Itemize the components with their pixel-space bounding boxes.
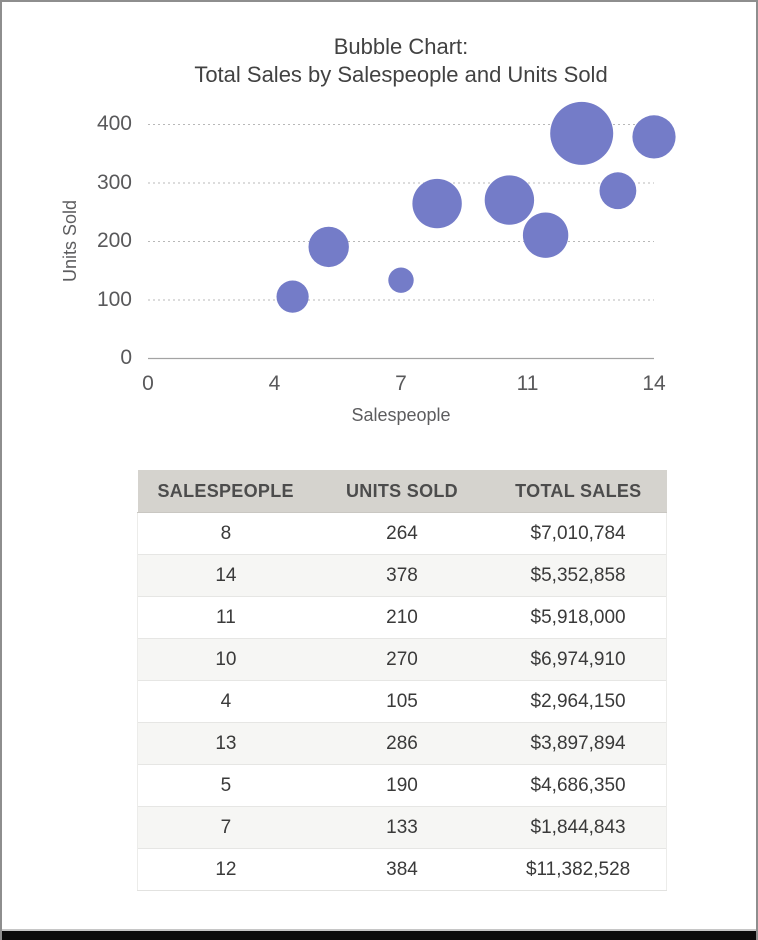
table-header-cell: TOTAL SALES [490, 470, 667, 513]
table-cell: 5 [136, 764, 314, 807]
table-cell: $3,897,894 [490, 722, 668, 765]
sales-data-table: SALESPEOPLE UNITS SOLD TOTAL SALES 8 264 $7,… [136, 470, 668, 891]
table-cell: 264 [313, 512, 491, 555]
bubble [599, 172, 637, 210]
table-cell: 286 [313, 722, 491, 765]
table-cell: 14 [136, 554, 314, 597]
table-row: 4 105 $2,964,150 [136, 680, 668, 723]
table-cell: $5,352,858 [490, 554, 668, 597]
y-tick-label: 300 [96, 170, 132, 194]
bubble [412, 178, 462, 229]
chart-title: Bubble Chart: Total Sales by Salespeople… [148, 33, 654, 89]
table-cell: 11 [136, 596, 314, 639]
table-cell: $5,918,000 [490, 596, 668, 639]
table-cell: 133 [313, 806, 491, 849]
table-cell: 105 [313, 680, 491, 723]
bubble [276, 280, 309, 313]
table-header-cell: UNITS SOLD [313, 470, 491, 513]
x-axis-title: Salespeople [351, 405, 451, 425]
table-cell: 4 [136, 680, 314, 723]
table-row: 10 270 $6,974,910 [136, 638, 668, 681]
x-tick-label: 0 [142, 372, 154, 395]
table-row: 12 384 $11,382,528 [136, 848, 668, 891]
table-row: 5 190 $4,686,350 [136, 764, 668, 807]
table-row: 8 264 $7,010,784 [136, 512, 668, 555]
table-cell: 270 [313, 638, 491, 681]
y-tick-label: 0 [120, 346, 132, 369]
table-cell: $1,844,843 [490, 806, 668, 849]
x-tick-label: 14 [642, 372, 666, 395]
table-cell: 12 [136, 848, 314, 891]
x-tick-label: 11 [516, 372, 539, 395]
table-row: 11 210 $5,918,000 [136, 596, 668, 639]
table-cell: 10 [136, 638, 314, 681]
y-tick-label: 400 [96, 112, 132, 135]
x-tick-label: 7 [395, 372, 407, 395]
table-cell: 7 [136, 806, 314, 849]
chart-title-line-1: Bubble Chart: [333, 34, 469, 59]
table-cell: 210 [313, 596, 491, 639]
x-tick-label: 4 [268, 372, 281, 395]
table-cell: $4,686,350 [490, 764, 668, 807]
table-header-cell: SALESPEOPLE [137, 470, 314, 513]
table-cell: $2,964,150 [490, 680, 668, 723]
chart-title-line-2: Total Sales by Salespeople and Units Sol… [194, 62, 608, 87]
bubble-chart: Bubble Chart: Total Sales by Salespeople… [2, 2, 756, 437]
table-cell: 384 [313, 848, 491, 891]
table-cell: $7,010,784 [490, 512, 668, 555]
table-header: SALESPEOPLE UNITS SOLD TOTAL SALES [137, 470, 667, 513]
table-cell: 13 [136, 722, 314, 765]
frame-bottom-hairline [2, 929, 756, 931]
bubble-chart-canvas [148, 101, 676, 360]
y-tick-label: 200 [96, 229, 132, 252]
table-body: 8 264 $7,010,784 14 378 $5,352,858 11 210 $5,918… [136, 512, 668, 891]
bubble [632, 115, 676, 159]
table-cell: 8 [136, 512, 314, 555]
bubble [522, 212, 569, 258]
table-cell: $11,382,528 [490, 848, 668, 891]
bubble [308, 226, 349, 268]
frame-bottom-bar [2, 931, 756, 940]
y-tick-label: 100 [96, 287, 132, 311]
table-row: 13 286 $3,897,894 [136, 722, 668, 765]
table-row: 7 133 $1,844,843 [136, 806, 668, 849]
bubble [388, 267, 414, 293]
table-row: 14 378 $5,352,858 [136, 554, 668, 597]
table-cell: 378 [313, 554, 491, 597]
bubble [550, 101, 614, 165]
bubble [484, 175, 535, 225]
table-cell: 190 [313, 764, 491, 807]
table-cell: $6,974,910 [490, 638, 668, 681]
